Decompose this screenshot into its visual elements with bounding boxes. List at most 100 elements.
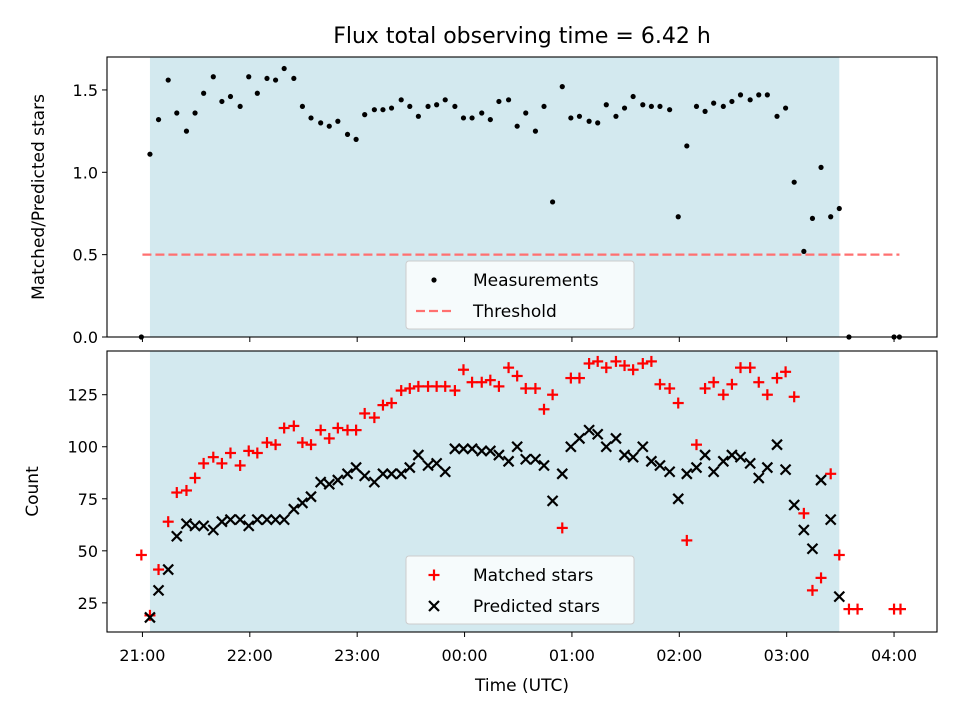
ratio-point	[479, 110, 485, 116]
count-point	[144, 609, 156, 621]
ratio-point	[281, 65, 287, 72]
count-point	[475, 445, 488, 457]
count-point	[780, 366, 792, 378]
count-point	[439, 380, 451, 392]
count-axes-frame	[106, 350, 938, 633]
chart-title: Flux total observing time = 6.42 h	[333, 24, 711, 49]
ratio-point	[237, 103, 243, 110]
count-point	[663, 465, 676, 478]
ratio-point	[783, 105, 789, 111]
count-point	[726, 449, 738, 461]
count-point	[637, 357, 649, 369]
ratio-point	[452, 103, 458, 110]
ratio-point	[165, 77, 171, 83]
series-measurements	[138, 65, 903, 340]
ratio-point	[147, 151, 153, 157]
count-point	[207, 451, 219, 463]
legend-box	[405, 555, 635, 625]
count-point	[484, 445, 497, 457]
count-point	[734, 451, 747, 463]
ratio-point	[514, 123, 520, 129]
count-point	[243, 445, 255, 457]
y-tick-label: 100	[67, 438, 98, 457]
count-point	[224, 513, 237, 526]
ratio-point	[469, 115, 475, 121]
count-point	[466, 376, 478, 388]
count-point	[224, 447, 236, 459]
count-point	[377, 399, 389, 411]
count-point	[654, 378, 666, 390]
count-point	[788, 391, 800, 403]
count-point	[332, 474, 344, 486]
count-point	[493, 380, 505, 392]
ratio-point	[684, 143, 690, 149]
x-tick-label: 03:00	[764, 646, 810, 665]
x-tick-label: 01:00	[549, 646, 595, 665]
count-point	[261, 513, 273, 526]
count-point	[637, 440, 649, 453]
y-axis-label: Matched/Predicted stars	[29, 94, 49, 300]
ratio-point	[559, 84, 565, 90]
count-point	[744, 362, 756, 374]
ratio-point	[155, 116, 162, 123]
ratio-point	[791, 179, 797, 185]
y-tick-label: 125	[67, 386, 98, 405]
count-point	[771, 372, 783, 384]
y-tick-label: 75	[78, 490, 98, 509]
count-point	[234, 459, 246, 471]
ratio-point	[415, 113, 421, 119]
count-point	[546, 495, 559, 507]
count-point	[251, 513, 264, 526]
count-point	[269, 513, 282, 526]
ratio-point	[648, 103, 654, 110]
ratio-point	[335, 118, 341, 124]
count-point	[412, 380, 424, 392]
count-point	[368, 476, 381, 488]
count-point	[197, 520, 210, 532]
ratio-point	[764, 92, 770, 98]
ratio-point	[380, 107, 386, 113]
count-point	[529, 382, 541, 394]
count-point	[798, 524, 810, 536]
count-point	[296, 437, 308, 449]
count-point	[135, 549, 147, 561]
count-point	[314, 476, 327, 488]
count-point	[323, 478, 336, 490]
legend-marker	[428, 600, 440, 612]
count-point	[824, 513, 837, 526]
ratio-point	[398, 97, 404, 103]
count-point	[171, 487, 183, 499]
count-point	[744, 457, 756, 470]
count-point	[815, 572, 827, 584]
count-point	[288, 503, 300, 515]
ratio-point	[505, 97, 512, 103]
count-point	[610, 432, 622, 445]
ratio-point	[774, 113, 780, 119]
ratio-point	[693, 103, 700, 110]
count-point	[825, 468, 837, 480]
ratio-point	[550, 199, 556, 205]
count-point	[162, 516, 174, 528]
x-tick-label: 04:00	[871, 646, 917, 665]
count-point	[672, 493, 685, 505]
ratio-point	[434, 102, 440, 108]
x-tick-label: 21:00	[119, 646, 165, 665]
count-panel: 25 50 75 100 125 21:00 22:00 23:00 00:00 01:00 02:…	[23, 350, 938, 665]
x-axis-label: Time (UTC)	[474, 676, 569, 696]
count-point	[251, 447, 263, 459]
count-point	[502, 455, 515, 468]
count-point	[573, 372, 585, 384]
count-point	[332, 422, 344, 434]
count-point	[359, 407, 371, 419]
count-point	[261, 437, 273, 449]
ratio-point	[183, 128, 190, 134]
ratio-point	[344, 131, 351, 138]
ratio-point	[595, 120, 601, 126]
count-point	[234, 513, 246, 526]
ratio-point	[192, 110, 198, 116]
count-point	[627, 451, 639, 463]
count-point	[180, 517, 193, 530]
ratio-point	[299, 103, 306, 110]
ratio-point	[729, 98, 735, 105]
